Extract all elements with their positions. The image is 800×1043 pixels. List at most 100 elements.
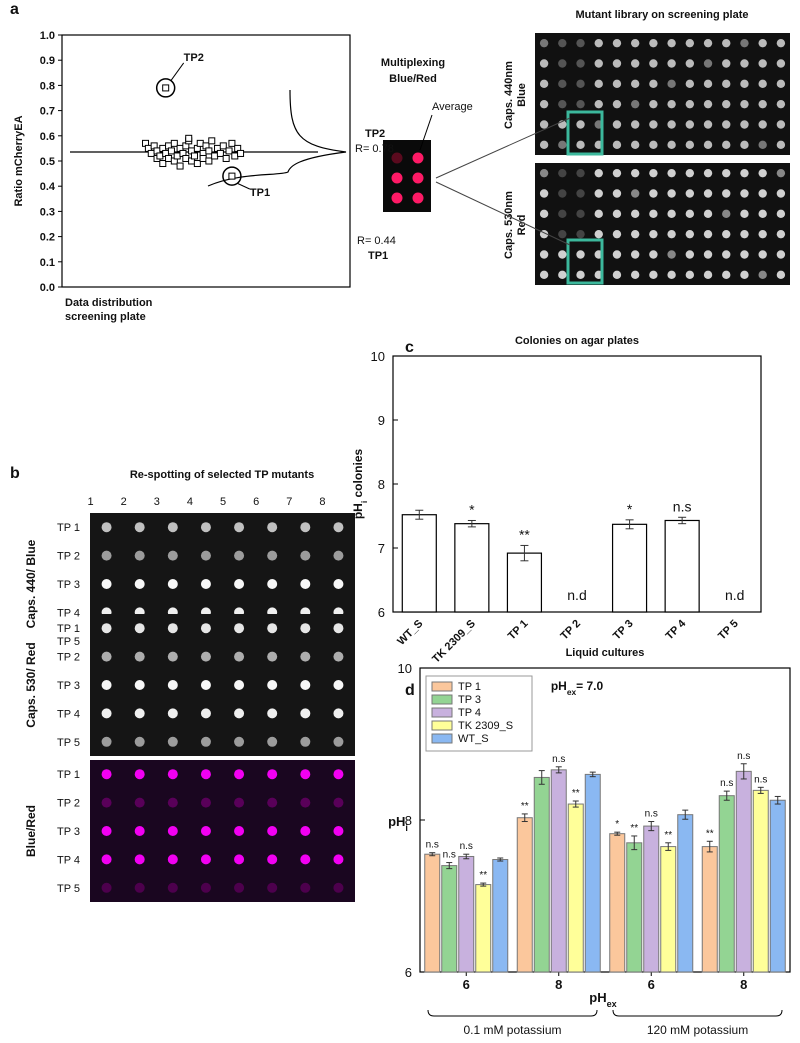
significance-label: n.s (426, 840, 439, 851)
plate-spot (594, 99, 603, 109)
plate-spot (667, 168, 676, 178)
data-point (162, 84, 170, 92)
plate-spot (685, 189, 695, 198)
plate-spot (776, 79, 786, 89)
x-tick-label: TP 1 (506, 618, 531, 643)
plate-spot (539, 270, 549, 280)
plate-spot (167, 736, 178, 747)
data-point (199, 154, 207, 162)
panel-label: b (10, 465, 20, 482)
data-point (182, 154, 190, 162)
plate-spot (267, 522, 278, 533)
plate-spot (758, 168, 767, 178)
x-axis-label-part: pH (551, 679, 567, 693)
plate-spot (558, 79, 567, 89)
x-axis-label-part: pH (589, 990, 606, 1005)
plate-spot (300, 882, 311, 893)
plate-spot (667, 120, 676, 129)
distribution-curve (207, 89, 347, 187)
plate-spot (612, 209, 622, 219)
data-point (231, 152, 239, 160)
plate-spot (167, 623, 178, 634)
plate-spot (667, 140, 676, 150)
plate-spot (667, 38, 676, 48)
plate-spot (612, 270, 622, 280)
x-tick-label: 8 (555, 977, 562, 992)
bar (769, 799, 786, 973)
plate-spot (234, 579, 245, 589)
plate-spot (667, 250, 676, 259)
plate-spot (101, 769, 112, 780)
row-label: TP 5 (57, 883, 80, 895)
plate-spot (333, 579, 344, 589)
plate-spot (300, 623, 311, 634)
bar (533, 776, 550, 973)
average-label: Average (432, 101, 473, 113)
plate-spot (630, 120, 640, 129)
plate-spot (594, 229, 603, 239)
x-axis-label: screening plate (65, 311, 146, 323)
plate-spot (200, 882, 211, 893)
data-point (208, 137, 216, 145)
plate-spot (333, 797, 344, 808)
plate-spot (558, 59, 567, 68)
legend-swatch (431, 681, 453, 692)
plate-spot (630, 38, 640, 48)
plate-spot (722, 250, 731, 259)
plate-image (90, 760, 355, 902)
plate-side-label: Caps. 530nm (503, 191, 515, 259)
bar (677, 814, 694, 973)
data-point (211, 152, 219, 160)
plate-spot (722, 140, 731, 150)
y-tick-label: 7 (378, 541, 385, 556)
column-label: 6 (253, 496, 259, 508)
plate-spot (776, 168, 786, 178)
plate-spot (101, 651, 112, 662)
legend-swatch (431, 720, 453, 731)
y-tick-label: 0.9 (40, 55, 55, 67)
plate-spot (558, 38, 567, 48)
y-tick-label: 0.1 (40, 257, 55, 269)
plate-spot (134, 579, 145, 589)
plate-spot (612, 189, 622, 198)
y-tick-label: 0.6 (40, 131, 55, 143)
plate-spot (539, 99, 549, 109)
significance-label: n.d (725, 587, 744, 603)
plate-spot (200, 826, 211, 836)
column-label: 2 (121, 496, 127, 508)
arrow (435, 181, 571, 246)
plate-spot (333, 854, 344, 865)
plate-spot (234, 769, 245, 780)
plate-spot (612, 120, 622, 129)
plate-spot (101, 708, 112, 719)
plate-spot (630, 99, 640, 109)
x-axis-label: Data distribution (65, 297, 153, 309)
plate-spot (776, 99, 786, 109)
plate-spot (300, 769, 311, 780)
plate-spot (576, 79, 585, 89)
y-tick-label: 0.7 (40, 106, 55, 118)
plate-spot (167, 826, 178, 836)
plate-spot (267, 708, 278, 719)
plate-spot (776, 229, 786, 239)
r-value: R= 0.78 (355, 143, 394, 155)
column-label: 3 (154, 496, 160, 508)
plate-spot (333, 623, 344, 634)
significance-label: n.s (720, 778, 733, 789)
plate-spot (722, 270, 731, 280)
plate-spot (300, 708, 311, 719)
plate-spot (200, 651, 211, 662)
plate-spot (333, 651, 344, 662)
plate-spot (776, 38, 786, 48)
plate-spot (722, 209, 731, 219)
plate-spot (333, 522, 344, 533)
column-label: 1 (88, 496, 94, 508)
plate-spot (612, 59, 622, 68)
plate-spot (234, 651, 245, 662)
plate-spot (333, 680, 344, 690)
y-tick-label: 10 (371, 349, 385, 364)
plate-spot (758, 229, 767, 239)
plate-spot (539, 250, 549, 259)
significance-label: n.s (673, 498, 692, 514)
y-tick-label: 1.0 (40, 30, 55, 42)
